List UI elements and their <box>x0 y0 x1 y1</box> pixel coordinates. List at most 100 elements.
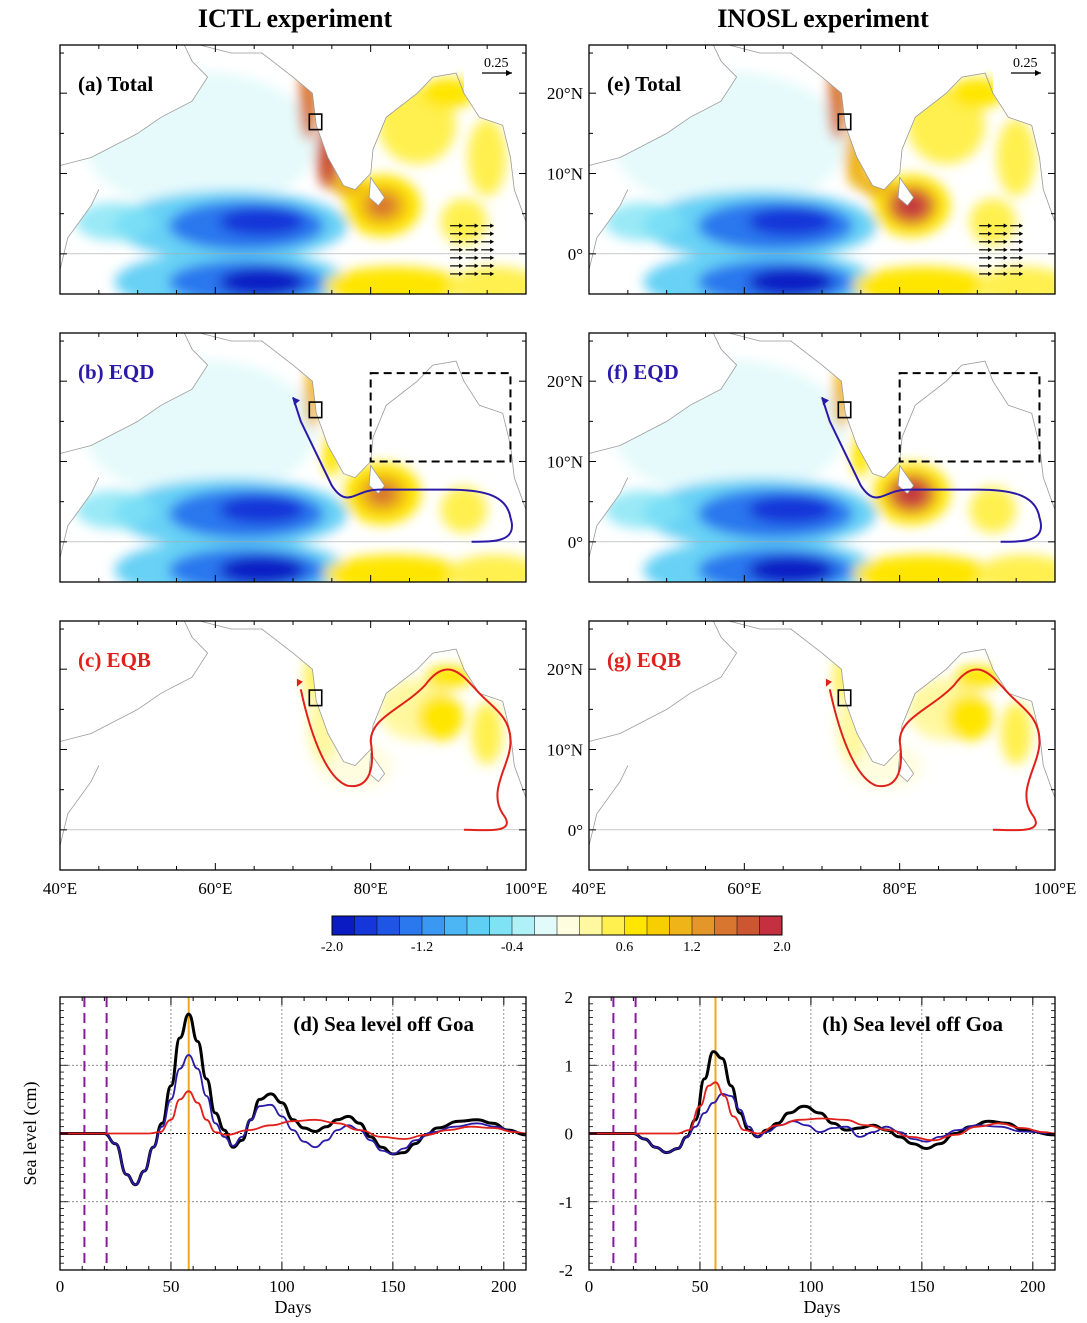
land-mask <box>589 621 1055 846</box>
lat-tick-label: 0° <box>568 533 583 552</box>
wind-arrowhead <box>474 271 479 277</box>
wind-arrowhead <box>490 223 495 228</box>
colorbar-swatch <box>332 916 355 935</box>
india-landmass <box>261 333 457 478</box>
field-blob <box>440 198 488 246</box>
wind-arrowhead <box>988 263 993 269</box>
bay-of-bengal-dashed-box <box>898 372 1041 463</box>
goa-box <box>837 401 852 419</box>
y-axis-title: Sea level (cm) <box>20 1082 41 1186</box>
wind-arrowhead <box>1003 263 1008 269</box>
colorbar-swatch <box>399 916 423 935</box>
panel-title: (h) Sea level off Goa <box>822 1012 1003 1036</box>
lon-tick-label: 60°E <box>198 879 232 898</box>
india-landmass <box>790 45 986 190</box>
timeseries-panel-h: 0 50 100 150 200 2 1 0 -1 -2 Days (h) Sea level off… <box>559 988 1056 1317</box>
vector-scale-label: 0.25 <box>484 56 509 71</box>
land-mask <box>60 45 526 270</box>
wind-arrowhead <box>490 271 495 277</box>
coastline <box>589 621 1055 846</box>
vector-scale-arrowhead <box>506 70 512 76</box>
africa-landmass <box>589 189 628 270</box>
colorbar-swatch <box>624 916 648 935</box>
colorbar-swatch <box>512 916 535 935</box>
colorbar: -2.0 -1.2 -0.4 0.6 1.2 2.0 <box>321 915 791 955</box>
wind-arrowhead <box>474 231 479 236</box>
colorbar-swatch <box>489 916 513 935</box>
africa-landmass <box>60 765 99 846</box>
wind-arrowhead <box>490 247 495 253</box>
field-blob <box>969 198 1017 246</box>
column-title-left: ICTL experiment <box>197 4 393 33</box>
wind-arrowhead <box>474 263 479 269</box>
colorbar-tick-label: -2.0 <box>321 940 343 955</box>
wind-arrowhead <box>988 271 993 277</box>
field-blob <box>448 266 526 294</box>
field-blob <box>467 118 507 197</box>
land-mask <box>60 621 526 846</box>
map-panel-g: (g) EQB 20°N 10°N 0° 40°E 60°E 80°E 100°E <box>547 620 1076 898</box>
goa-box <box>837 113 852 131</box>
goa-box <box>308 113 323 131</box>
wind-arrowhead <box>459 231 464 236</box>
x-tick-label: 100 <box>269 1277 295 1296</box>
field-blob <box>946 694 993 741</box>
wind-arrowhead <box>459 255 464 261</box>
wave-arrowhead <box>825 678 832 687</box>
x-tick-label: 200 <box>491 1277 517 1296</box>
lon-tick-label: 80°E <box>883 879 917 898</box>
x-tick-label: 100 <box>798 1277 824 1296</box>
wind-arrowhead <box>459 239 464 244</box>
wind-arrowhead <box>474 255 479 261</box>
lat-tick-label: 10°N <box>547 453 583 472</box>
x-tick-label: 0 <box>56 1277 65 1296</box>
field-blob <box>977 266 1055 294</box>
field-blob <box>425 665 472 689</box>
panel-title: (d) Sea level off Goa <box>293 1012 474 1036</box>
field-blob <box>748 495 834 524</box>
colorbar-swatch <box>602 916 625 935</box>
arabia-landmass <box>589 45 737 166</box>
southeast-asia-landmass <box>463 45 526 222</box>
field-blob <box>421 77 476 109</box>
x-tick-label: 50 <box>691 1277 708 1296</box>
field-blob <box>440 486 488 534</box>
colorbar-swatch <box>647 916 670 935</box>
y-tick-label: -2 <box>559 1261 573 1280</box>
x-tick-label: 150 <box>380 1277 406 1296</box>
column-title-right: INOSL experiment <box>717 4 929 33</box>
x-tick-label: 50 <box>162 1277 179 1296</box>
wind-arrowhead <box>490 255 495 261</box>
southeast-asia-landmass <box>463 621 526 798</box>
lon-tick-label: 60°E <box>727 879 761 898</box>
arabia-landmass <box>60 333 208 454</box>
goa-box <box>308 689 323 707</box>
sea-level-field <box>589 333 1055 582</box>
lon-tick-label: 40°E <box>572 879 606 898</box>
africa-landmass <box>60 189 99 270</box>
field-blob <box>748 555 834 582</box>
wind-arrowhead <box>1019 231 1024 236</box>
lat-tick-label: 10°N <box>547 741 583 760</box>
lat-tick-label: 20°N <box>547 84 583 103</box>
arabia-landmass <box>589 333 737 454</box>
field-blob <box>604 202 683 242</box>
field-blob <box>448 554 526 582</box>
field-shading <box>75 359 526 582</box>
wind-arrowhead <box>1019 239 1024 244</box>
field-blob <box>604 490 683 530</box>
coastline <box>60 45 526 270</box>
panel-label: (f) EQD <box>607 360 679 384</box>
series-line <box>60 1054 527 1186</box>
wave-arrowhead <box>822 397 829 406</box>
wave-pathway <box>299 668 512 832</box>
lat-tick-label: 0° <box>568 245 583 264</box>
africa-landmass <box>589 477 628 558</box>
wind-arrowhead <box>1019 255 1024 261</box>
wind-vectors <box>450 223 495 277</box>
field-blob <box>950 77 1005 109</box>
wind-arrowhead <box>1019 223 1024 228</box>
colorbar-swatch <box>714 916 738 935</box>
colorbar-tick-label: 1.2 <box>683 940 701 955</box>
